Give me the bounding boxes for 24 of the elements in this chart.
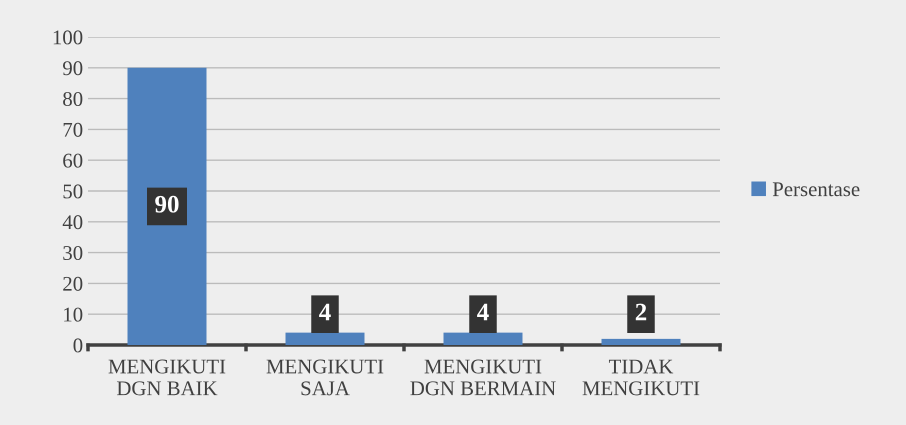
y-tick-label: 20 [63, 276, 82, 291]
legend-label: Persentase [772, 182, 860, 196]
bar [128, 68, 206, 345]
x-tick-label: MENGIKUTI DGN BAIK [108, 360, 226, 396]
x-tick-label: TIDAK MENGIKUTI [582, 360, 700, 396]
data-label: 2 [636, 304, 646, 320]
y-tick-label: 50 [64, 184, 82, 198]
bar [602, 338, 680, 345]
data-label: 4 [319, 304, 331, 320]
y-tick-label: 40 [62, 215, 82, 230]
x-tick-label: MENGIKUTI DGN BERMAIN [410, 360, 556, 396]
y-tick-label: 90 [62, 61, 82, 76]
y-tick-label: 30 [63, 246, 82, 260]
bar [444, 332, 522, 345]
y-tick-label: 100 [54, 30, 82, 44]
y-tick-label: 10 [64, 308, 82, 322]
data-label: 4 [477, 304, 489, 320]
x-tick-label: MENGIKUTI SAJA [266, 360, 384, 396]
y-tick-label: 0 [74, 338, 82, 352]
y-tick-label: 80 [63, 92, 82, 106]
y-tick-label: 70 [64, 122, 82, 137]
bar [286, 332, 364, 345]
data-label: 90 [155, 196, 179, 213]
y-tick-label: 60 [63, 154, 82, 168]
